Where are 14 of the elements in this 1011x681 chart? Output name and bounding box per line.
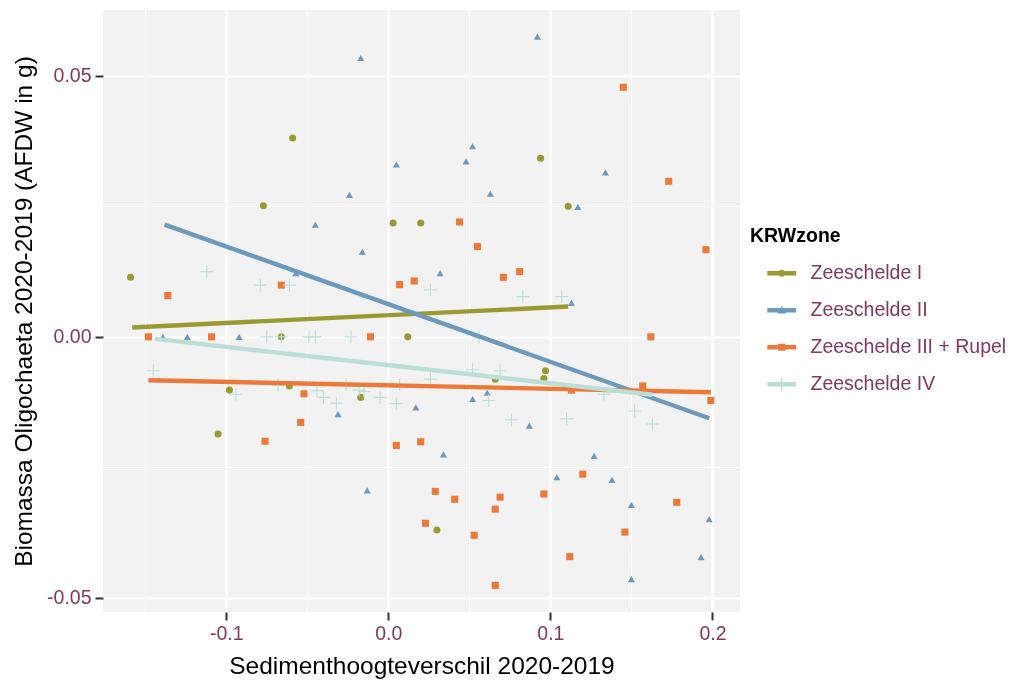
x-tick-label: 0.0 xyxy=(375,621,403,644)
x-tick-label: -0.1 xyxy=(209,621,244,644)
y-tick-label: -0.05 xyxy=(47,586,92,609)
legend-label: Zeeschelde II xyxy=(810,298,928,321)
x-axis-title: Sedimenthoogteverschil 2020-2019 xyxy=(229,652,615,679)
x-tick-label: 0.2 xyxy=(699,621,727,644)
legend-label: Zeeschelde IV xyxy=(810,372,936,395)
x-tick-label: 0.1 xyxy=(537,621,565,644)
y-tick-label: 0.00 xyxy=(53,325,92,348)
y-tick-label: 0.05 xyxy=(53,64,92,87)
legend-label: Zeeschelde I xyxy=(810,261,923,284)
legend-label: Zeeschelde III + Rupel xyxy=(810,335,1007,358)
y-axis-title: Biomassa Oligochaeta 2020-2019 (AFDW in g) xyxy=(10,56,38,567)
legend-title: KRWzone xyxy=(750,224,841,246)
